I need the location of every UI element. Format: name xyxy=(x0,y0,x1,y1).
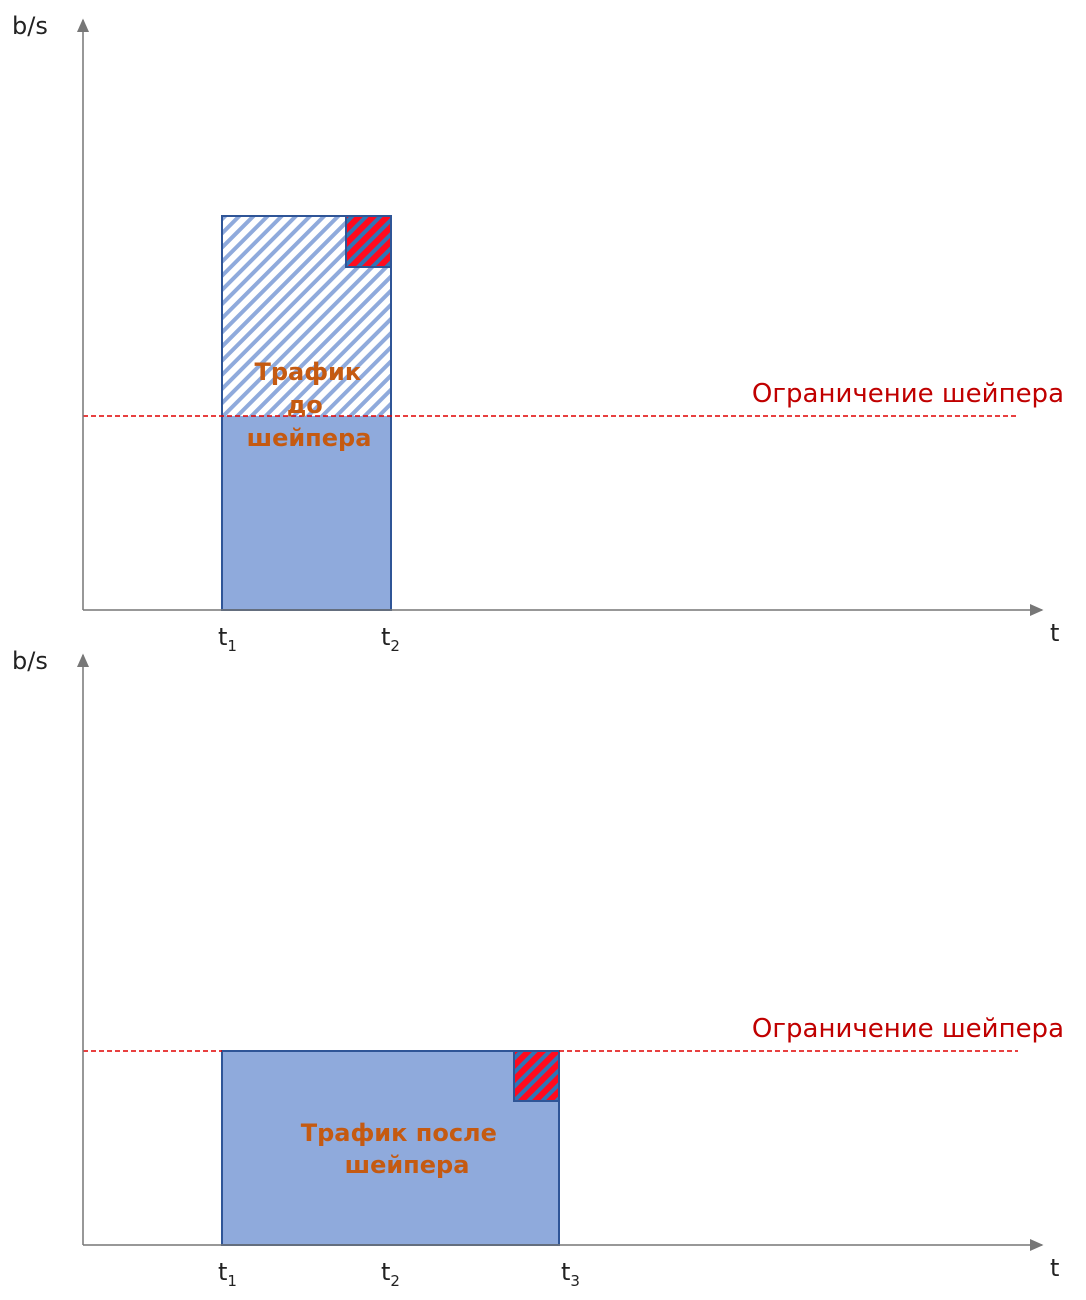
x-axis-label: t xyxy=(1050,1254,1059,1282)
tick-t3: t3 xyxy=(561,1258,580,1290)
excess-block xyxy=(513,1050,560,1102)
traffic-after-block xyxy=(221,1050,560,1246)
shaper-limit-label: Ограничение шейпера xyxy=(752,379,1064,409)
tick-t2: t2 xyxy=(381,623,400,655)
traffic-after-label: Трафик после шейпера xyxy=(301,1119,506,1179)
bottom-chart: b/s t Ограничение шейпера Трафик после ш… xyxy=(12,647,1064,1290)
excess-block xyxy=(345,215,392,268)
shaper-limit-label: Ограничение шейпера xyxy=(752,1014,1064,1044)
x-axis-label: t xyxy=(1050,619,1059,647)
y-axis-label: b/s xyxy=(12,647,48,675)
tick-t2: t2 xyxy=(381,1258,400,1290)
tick-t1: t1 xyxy=(218,1258,237,1290)
traffic-before-label: Трафик до шейпера xyxy=(247,358,372,452)
y-axis-label: b/s xyxy=(12,12,48,40)
top-chart: b/s t Ограничение шейпера Трафик до шейп… xyxy=(12,12,1064,655)
traffic-before-under-limit xyxy=(222,416,391,610)
tick-t1: t1 xyxy=(218,623,237,655)
